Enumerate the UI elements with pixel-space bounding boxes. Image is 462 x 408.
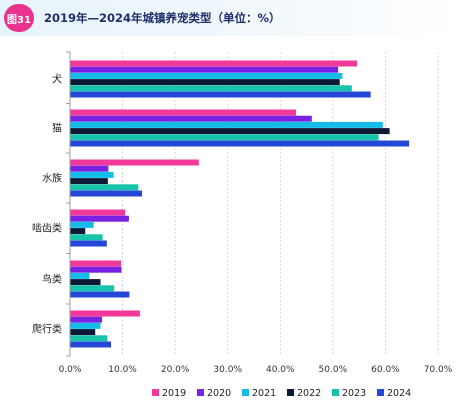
bar-2019: [70, 209, 126, 216]
x-tick-label: 0.0%: [59, 365, 82, 375]
legend-label-2024: 2024: [387, 388, 411, 399]
x-tick-label: 50.0%: [319, 365, 348, 375]
bar-2021: [70, 121, 383, 128]
x-tick-label: 70.0%: [424, 365, 453, 375]
bar-2021: [70, 322, 101, 329]
bar-2022: [70, 329, 96, 336]
bar-2022: [70, 178, 108, 185]
category-label: 啮齿类: [32, 222, 62, 235]
bar-2021: [70, 72, 343, 79]
bar-2022: [70, 228, 86, 235]
bar-2023: [70, 85, 352, 92]
bar-2022: [70, 128, 390, 135]
bar-2024: [70, 91, 371, 98]
legend-swatch-2023: [332, 389, 339, 396]
bar-2024: [70, 291, 130, 298]
category-label: 鸟类: [42, 273, 62, 286]
legend-label-2019: 2019: [162, 388, 186, 399]
category-label: 猫: [52, 122, 62, 135]
bar-2022: [70, 279, 101, 286]
legend-swatch-2020: [197, 389, 204, 396]
bar-2019: [70, 109, 297, 116]
bar-2020: [70, 316, 103, 323]
bar-2024: [70, 240, 107, 247]
bar-2021: [70, 221, 94, 228]
legend-swatch-2024: [377, 389, 384, 396]
bar-2023: [70, 234, 103, 241]
bar-2023: [70, 134, 379, 141]
bar-2020: [70, 66, 339, 73]
bar-2020: [70, 165, 109, 172]
chart-title: 2019年—2024年城镇养宠类型（单位：%）: [44, 11, 281, 25]
category-label: 犬: [52, 73, 62, 86]
legend-swatch-2019: [152, 389, 159, 396]
bar-2021: [70, 171, 114, 178]
x-tick-label: 10.0%: [108, 365, 137, 375]
bar-2021: [70, 272, 90, 279]
bar-2024: [70, 190, 143, 197]
bar-2019: [70, 260, 121, 267]
category-label: 水族: [42, 172, 62, 185]
bar-2023: [70, 285, 115, 292]
chart-header: 图31 2019年—2024年城镇养宠类型（单位：%）: [0, 0, 462, 36]
x-tick-label: 40.0%: [266, 365, 295, 375]
bar-2019: [70, 60, 358, 67]
legend-label-2022: 2022: [297, 388, 321, 399]
legend-label-2023: 2023: [342, 388, 366, 399]
bar-2022: [70, 79, 340, 86]
x-tick-label: 60.0%: [371, 365, 400, 375]
figure-number-badge: 图31: [4, 4, 34, 32]
bar-2020: [70, 215, 129, 222]
x-tick-label: 30.0%: [213, 365, 242, 375]
bar-2020: [70, 266, 122, 273]
bar-2020: [70, 115, 312, 122]
legend-label-2020: 2020: [207, 388, 231, 399]
bar-2023: [70, 335, 108, 342]
legend-swatch-2021: [242, 389, 249, 396]
x-tick-label: 20.0%: [161, 365, 190, 375]
bar-2024: [70, 140, 410, 147]
category-label: 爬行类: [32, 323, 62, 336]
bar-2019: [70, 159, 199, 166]
bar-2019: [70, 310, 140, 317]
legend-swatch-2022: [287, 389, 294, 396]
legend-label-2021: 2021: [252, 388, 276, 399]
bar-2023: [70, 184, 139, 191]
bar-2024: [70, 341, 112, 348]
